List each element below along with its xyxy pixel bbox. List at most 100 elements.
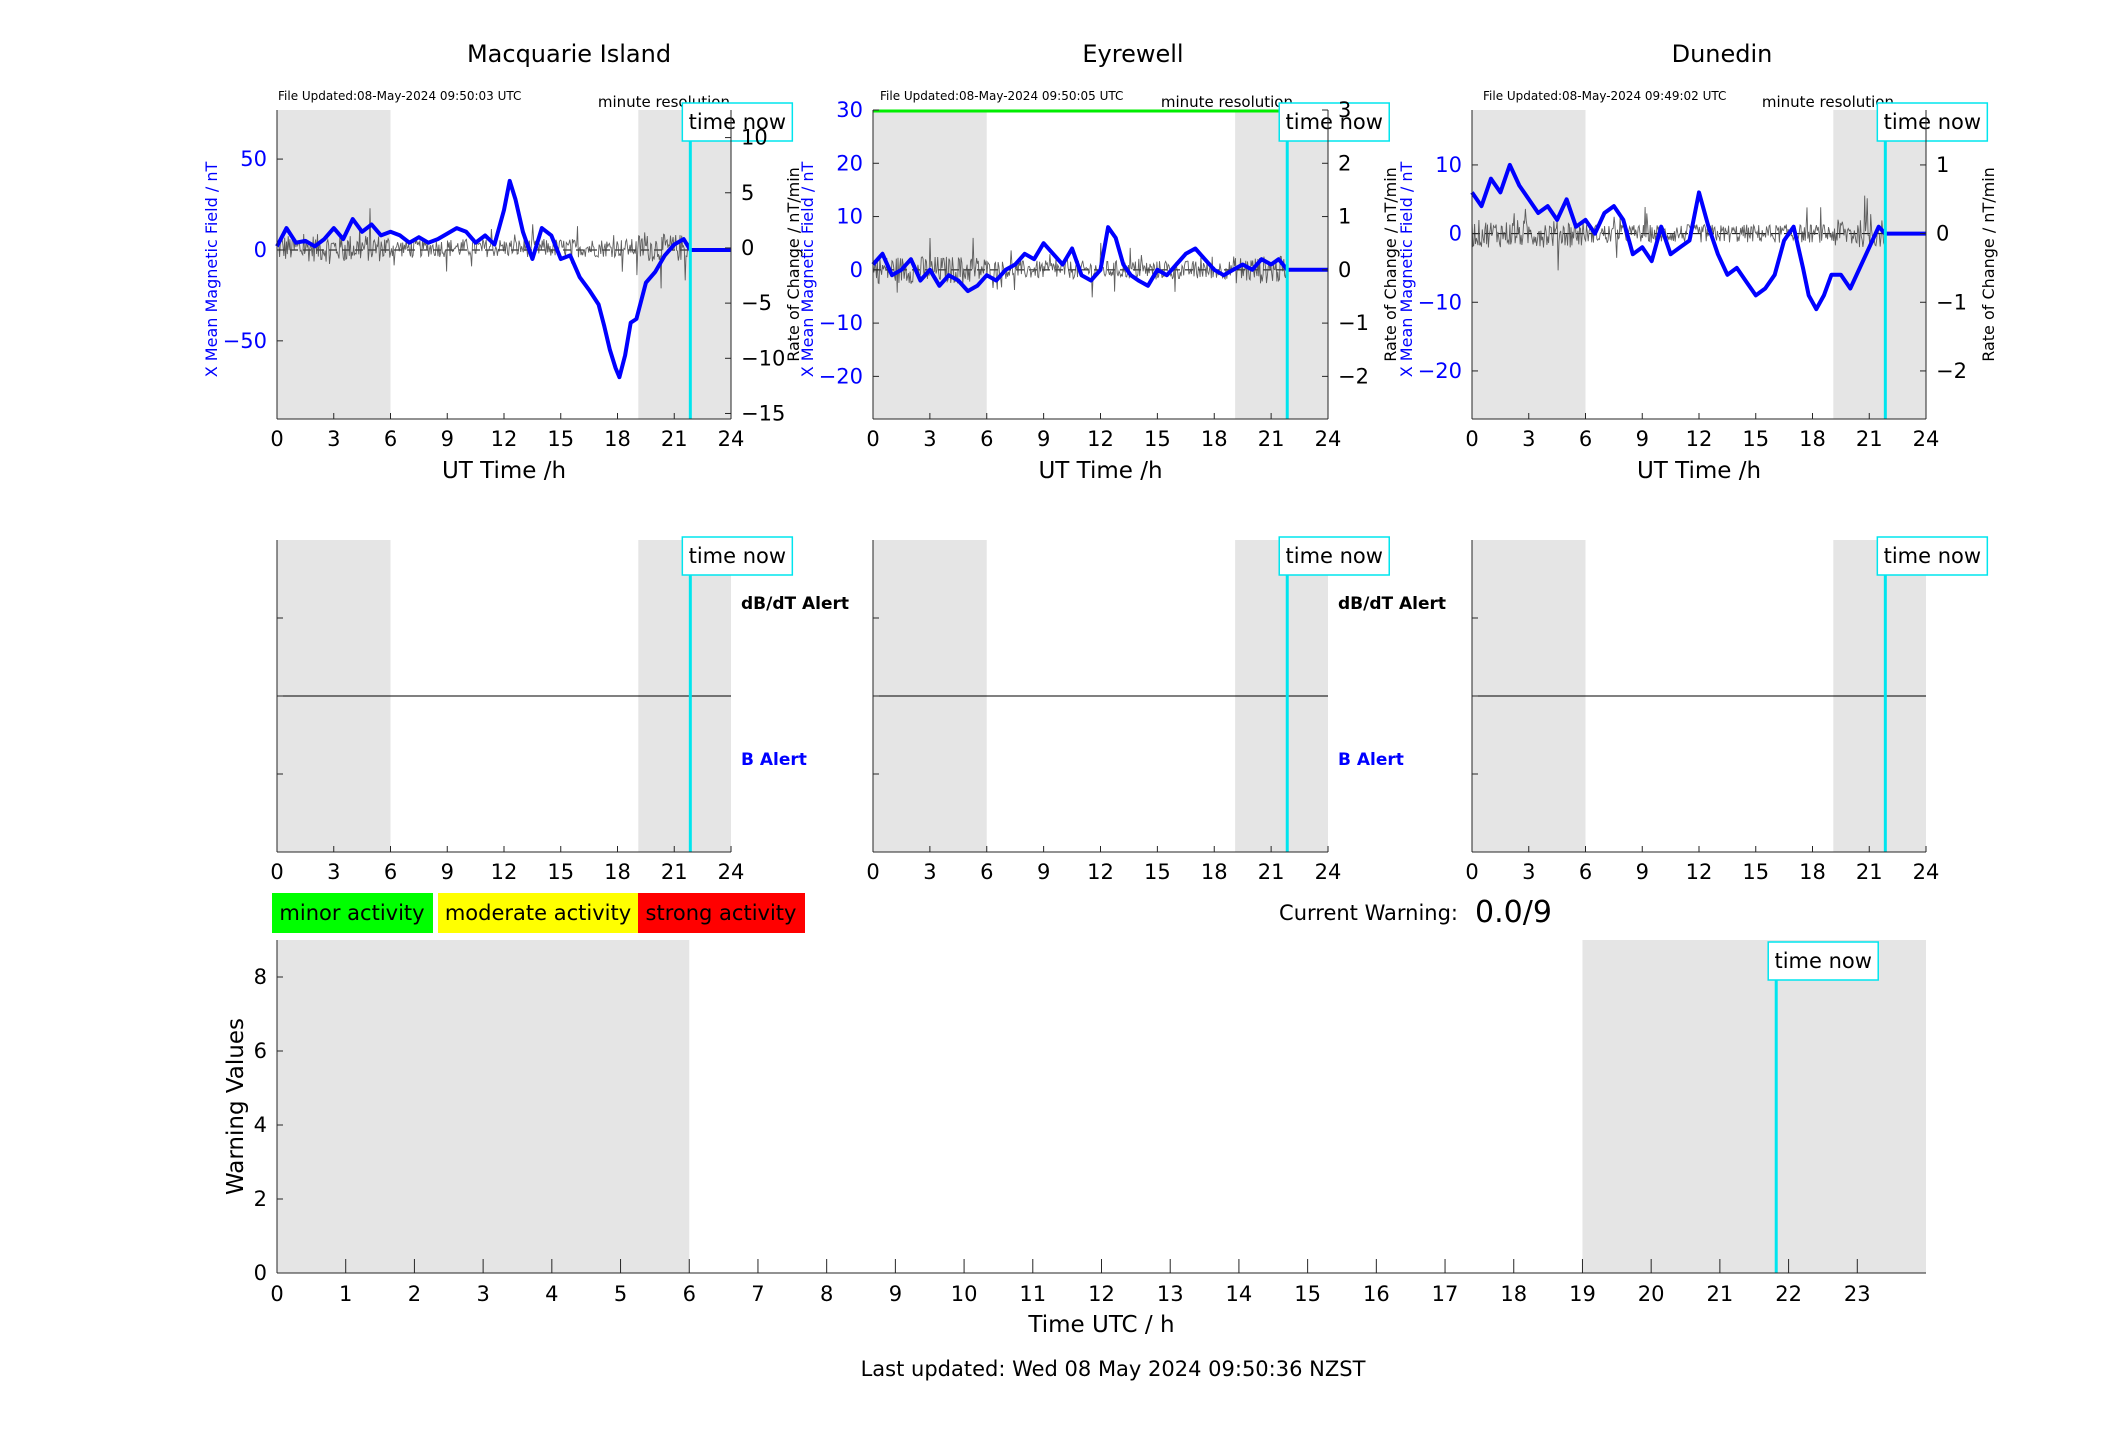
- legend-strong-label: strong activity: [646, 901, 797, 925]
- x-tick-label: 24: [1913, 427, 1940, 451]
- file-updated-dunedin: File Updated:08-May-2024 09:49:02 UTC: [1483, 89, 1726, 103]
- x-tick-label: 10: [951, 1282, 978, 1306]
- x-tick-label: 3: [476, 1282, 489, 1306]
- y-left-tick-label: −50: [223, 329, 267, 353]
- y-right-tick-label: −1: [1936, 290, 1967, 314]
- y-tick-label: 6: [254, 1039, 267, 1063]
- x-tick-label: 3: [327, 427, 340, 451]
- x-tick-label: 6: [1579, 860, 1592, 884]
- x-tick-label: 0: [866, 860, 879, 884]
- x-axis-label: UT Time /h: [1038, 458, 1162, 484]
- chart-macquarie-alert: time now 0 3 6 9 12 15 18 21 24 dB/dT Alert B Alert: [270, 536, 849, 884]
- y-right-tick-label: 0: [1936, 222, 1949, 246]
- time-now-label: time now: [1884, 544, 1981, 568]
- chart-title-dunedin: Dunedin: [1672, 40, 1773, 68]
- x-tick-label: 18: [1799, 860, 1826, 884]
- y-right-tick-label: −5: [741, 291, 772, 315]
- x-tick-label: 8: [820, 1282, 833, 1306]
- time-now-box: [1767, 941, 1879, 981]
- time-now-box: [1278, 102, 1390, 142]
- y-right-tick-label: 0: [741, 236, 754, 260]
- time-now-label: time now: [689, 544, 786, 568]
- y-left-tick-label: 0: [1449, 222, 1462, 246]
- x-tick-label: 18: [604, 427, 631, 451]
- y-left-axis-label: X Mean Magnetic Field / nT: [798, 162, 817, 378]
- x-tick-label: 9: [1037, 860, 1050, 884]
- x-tick-label: 16: [1363, 1282, 1390, 1306]
- x-tick-label: 15: [1144, 860, 1171, 884]
- x-tick-label: 11: [1019, 1282, 1046, 1306]
- x-tick-label: 21: [1258, 860, 1285, 884]
- y-right-tick-label: 2: [1338, 151, 1351, 175]
- x-tick-label: 15: [1294, 1282, 1321, 1306]
- x-tick-label: 6: [683, 1282, 696, 1306]
- x-tick-label: 0: [1465, 860, 1478, 884]
- x-tick-label: 18: [604, 860, 631, 884]
- rate-of-change-line: [1471, 195, 1886, 271]
- x-tick-label: 21: [661, 427, 688, 451]
- x-tick-label: 3: [923, 427, 936, 451]
- night-shading: [277, 940, 690, 1273]
- y-right-tick-label: 1: [1936, 153, 1949, 177]
- time-now-label: time now: [1884, 110, 1981, 134]
- x-tick-label: 3: [327, 860, 340, 884]
- night-shading: [277, 110, 391, 419]
- x-tick-label: 4: [545, 1282, 558, 1306]
- b-alert-label: B Alert: [741, 750, 807, 770]
- time-now-box: [1876, 536, 1989, 576]
- x-tick-label: 6: [384, 860, 397, 884]
- x-tick-label: 12: [491, 427, 518, 451]
- x-tick-label: 12: [1087, 427, 1114, 451]
- y-left-axis-label: X Mean Magnetic Field / nT: [202, 162, 221, 378]
- current-warning-value: 0.0/9: [1475, 895, 1552, 930]
- x-tick-label: 0: [270, 860, 283, 884]
- rate-of-change-line: [276, 208, 691, 289]
- x-tick-label: 15: [1742, 860, 1769, 884]
- y-left-tick-label: 0: [254, 238, 267, 262]
- x-tick-label: 19: [1569, 1282, 1596, 1306]
- y-right-tick-label: −2: [1936, 359, 1967, 383]
- chart-eyrewell-alert: time now 0 3 6 9 12 15 18 21 24 dB/dT Alert B Alert: [866, 536, 1446, 884]
- legend-moderate-swatch: [438, 893, 638, 933]
- x-tick-label: 24: [1315, 427, 1342, 451]
- x-tick-label: 21: [1856, 427, 1883, 451]
- activity-legend: minor activity moderate activity strong …: [272, 893, 805, 933]
- x-tick-label: 0: [270, 1282, 283, 1306]
- x-tick-label: 6: [980, 427, 993, 451]
- x-tick-label: 3: [1522, 860, 1535, 884]
- x-tick-label: 9: [1037, 427, 1050, 451]
- y-left-tick-label: 10: [836, 205, 863, 229]
- y-right-tick-label: −1: [1338, 311, 1369, 335]
- y-left-tick-label: −10: [819, 311, 863, 335]
- x-mean-field-line: [275, 178, 731, 380]
- x-tick-label: 18: [1799, 427, 1826, 451]
- y-left-tick-label: 20: [836, 151, 863, 175]
- x-tick-label: 18: [1500, 1282, 1527, 1306]
- x-tick-label: 15: [1144, 427, 1171, 451]
- y-axis-label: Warning Values: [223, 1018, 249, 1195]
- x-tick-label: 9: [1636, 427, 1649, 451]
- current-warning-label: Current Warning:: [1279, 901, 1458, 925]
- legend-minor-swatch: [272, 893, 433, 933]
- y-right-axis-label: Rate of Change / nT/min: [784, 167, 803, 362]
- x-tick-label: 15: [1742, 427, 1769, 451]
- legend-minor-label: minor activity: [279, 901, 424, 925]
- file-updated-eyrewell: File Updated:08-May-2024 09:50:05 UTC: [880, 89, 1123, 103]
- x-tick-label: 0: [1465, 427, 1478, 451]
- y-left-tick-label: −20: [1418, 359, 1462, 383]
- time-now-label: time now: [1286, 110, 1383, 134]
- y-right-tick-label: 10: [741, 126, 768, 150]
- y-left-tick-label: −20: [819, 364, 863, 388]
- resolution-label-dunedin: minute resolution: [1762, 93, 1894, 111]
- time-now-box: [1278, 536, 1390, 576]
- y-right-tick-label: 5: [741, 181, 754, 205]
- y-tick-label: 8: [254, 965, 267, 989]
- y-right-axis-label: Rate of Change / nT/min: [1979, 167, 1998, 362]
- x-tick-label: 13: [1157, 1282, 1184, 1306]
- y-tick-label: 0: [254, 1261, 267, 1285]
- legend-strong-swatch: [638, 893, 805, 933]
